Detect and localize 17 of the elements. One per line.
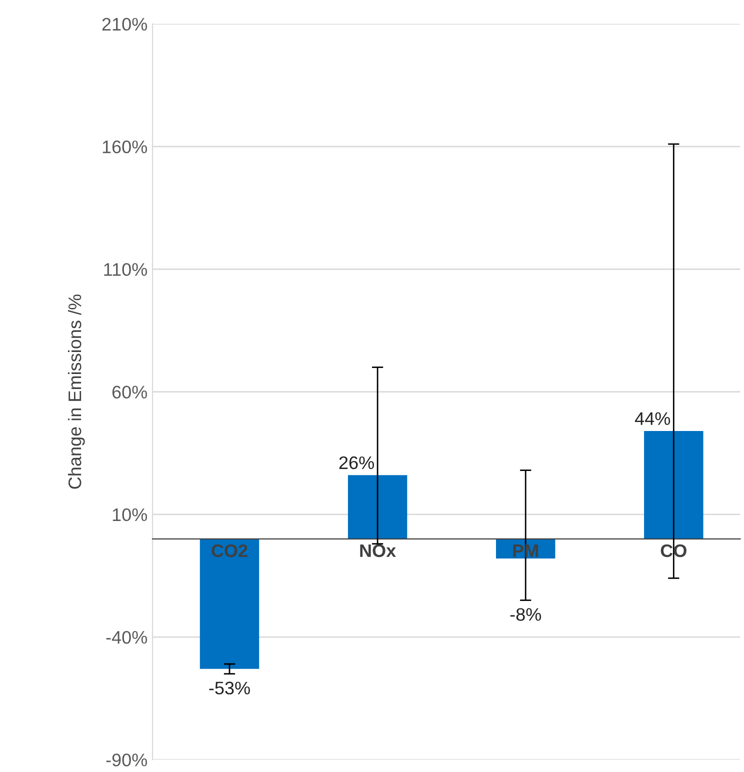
data-label: -53% — [209, 682, 250, 694]
y-tick-label: 60% — [112, 386, 148, 399]
bar — [348, 475, 408, 539]
x-tick-label: NOx — [360, 544, 396, 558]
y-tick-label: 110% — [104, 263, 148, 276]
bar — [644, 431, 704, 539]
y-tick-label: -90% — [106, 754, 148, 766]
y-tick-label: 210% — [102, 18, 148, 31]
y-tick-label: 160% — [102, 140, 148, 154]
data-label: -8% — [510, 608, 542, 621]
y-tick-label: 10% — [112, 508, 148, 522]
bar — [200, 538, 260, 669]
data-label: 26% — [339, 456, 374, 470]
y-axis-title: Change in Emissions /% — [68, 294, 85, 489]
y-tick-label: -40% — [106, 630, 148, 644]
x-tick-label: CO2 — [212, 544, 248, 558]
data-label: 44% — [634, 412, 670, 425]
